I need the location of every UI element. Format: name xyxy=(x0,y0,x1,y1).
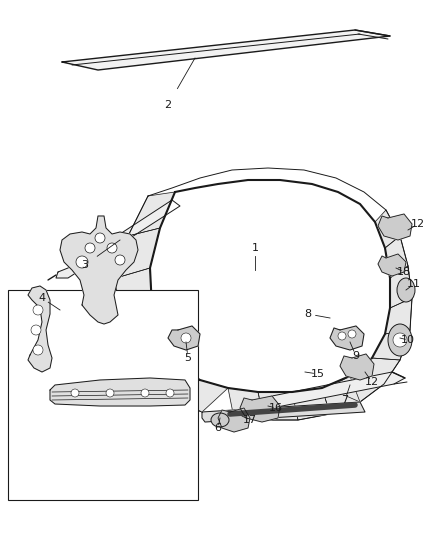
Polygon shape xyxy=(322,376,360,414)
Ellipse shape xyxy=(388,324,412,356)
Text: 9: 9 xyxy=(353,351,360,361)
Polygon shape xyxy=(328,376,384,402)
Polygon shape xyxy=(350,358,400,384)
Circle shape xyxy=(115,255,125,265)
Polygon shape xyxy=(116,228,160,278)
Polygon shape xyxy=(292,388,330,420)
Bar xyxy=(8,290,198,500)
Text: 6: 6 xyxy=(215,423,222,433)
Text: 12: 12 xyxy=(411,219,425,229)
Polygon shape xyxy=(168,326,200,350)
Circle shape xyxy=(393,333,407,347)
Polygon shape xyxy=(375,210,400,248)
Text: 2: 2 xyxy=(164,100,172,110)
Circle shape xyxy=(95,233,105,243)
Polygon shape xyxy=(130,344,178,382)
Polygon shape xyxy=(118,308,162,358)
Circle shape xyxy=(76,256,88,268)
Circle shape xyxy=(348,330,356,338)
Polygon shape xyxy=(228,388,264,420)
Circle shape xyxy=(338,332,346,340)
Text: 3: 3 xyxy=(81,260,88,270)
Polygon shape xyxy=(150,180,390,392)
Polygon shape xyxy=(372,330,410,360)
Polygon shape xyxy=(148,366,200,400)
Polygon shape xyxy=(340,354,374,380)
Text: 16: 16 xyxy=(269,403,283,413)
Polygon shape xyxy=(240,396,280,422)
Polygon shape xyxy=(202,402,365,422)
Polygon shape xyxy=(378,214,412,240)
Polygon shape xyxy=(128,192,175,236)
Text: 17: 17 xyxy=(243,415,257,425)
Polygon shape xyxy=(385,236,408,278)
Polygon shape xyxy=(172,380,228,412)
Polygon shape xyxy=(62,30,390,70)
Circle shape xyxy=(71,389,79,397)
Text: 7: 7 xyxy=(342,395,349,405)
Polygon shape xyxy=(60,216,138,324)
Polygon shape xyxy=(330,326,364,350)
Circle shape xyxy=(107,243,117,253)
Text: 12: 12 xyxy=(365,377,379,387)
Polygon shape xyxy=(56,200,180,278)
Polygon shape xyxy=(258,392,298,420)
Polygon shape xyxy=(218,408,250,432)
Text: 8: 8 xyxy=(304,309,311,319)
Text: 10: 10 xyxy=(401,335,415,345)
Polygon shape xyxy=(260,372,405,408)
Polygon shape xyxy=(28,286,52,372)
Polygon shape xyxy=(116,268,152,320)
Circle shape xyxy=(166,389,174,397)
Polygon shape xyxy=(378,254,406,276)
Text: 18: 18 xyxy=(397,267,411,277)
Text: 5: 5 xyxy=(184,353,191,363)
Circle shape xyxy=(31,325,41,335)
Circle shape xyxy=(85,243,95,253)
Text: 1: 1 xyxy=(251,243,258,253)
Ellipse shape xyxy=(211,413,229,427)
Text: 15: 15 xyxy=(311,369,325,379)
Circle shape xyxy=(33,305,43,315)
Ellipse shape xyxy=(397,278,415,302)
Polygon shape xyxy=(50,378,190,406)
Circle shape xyxy=(141,389,149,397)
Circle shape xyxy=(33,345,43,355)
Polygon shape xyxy=(390,266,412,308)
Circle shape xyxy=(106,389,114,397)
Circle shape xyxy=(181,333,191,343)
Text: 4: 4 xyxy=(39,293,46,303)
Polygon shape xyxy=(385,298,412,334)
Text: 11: 11 xyxy=(407,279,421,289)
